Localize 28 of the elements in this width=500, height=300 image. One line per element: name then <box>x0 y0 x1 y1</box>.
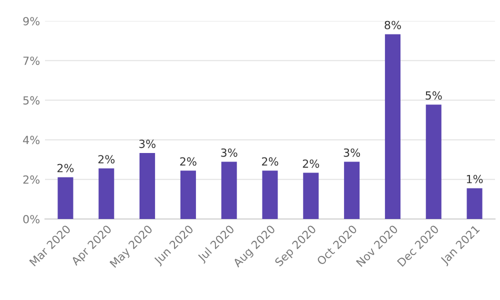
bar <box>98 168 114 219</box>
y-tick-label: 7% <box>23 56 40 65</box>
bar <box>262 170 278 219</box>
bar <box>140 153 156 219</box>
data-label: 8% <box>384 20 401 30</box>
data-label: 3% <box>139 140 156 148</box>
data-label: 1% <box>466 174 483 184</box>
data-label: 2% <box>302 159 320 168</box>
data-label: 3% <box>344 148 360 157</box>
bar <box>466 188 482 219</box>
data-label: 3% <box>221 148 238 157</box>
bar <box>58 177 74 219</box>
y-tick-label: 5% <box>23 96 40 105</box>
data-label: 2% <box>262 157 278 166</box>
bar <box>344 162 360 219</box>
data-label: 5% <box>426 91 442 100</box>
y-tick-label: 4% <box>23 136 40 144</box>
data-label: 2% <box>98 155 115 164</box>
bar <box>221 162 237 219</box>
y-tick-label: 9% <box>23 16 40 26</box>
bar <box>180 170 196 219</box>
bar <box>303 172 319 219</box>
bar <box>426 104 442 219</box>
bar <box>384 34 400 219</box>
data-label: 2% <box>57 164 74 172</box>
data-label: 2% <box>180 157 196 166</box>
y-tick-label: 2% <box>23 175 40 184</box>
y-tick-label: 0% <box>23 214 40 224</box>
